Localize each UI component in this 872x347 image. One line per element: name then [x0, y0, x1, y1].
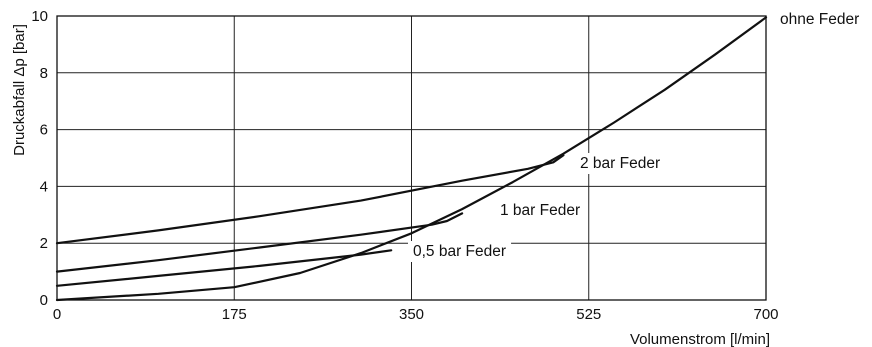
series-labels: ohne Feder 2 bar Feder 1 bar Feder 0,5 bar …: [413, 11, 859, 260]
y-tick-label: 0: [40, 292, 48, 309]
x-tick-label: 175: [222, 306, 247, 323]
series-label-3: 0,5 bar Feder: [413, 243, 506, 260]
x-tick-label: 525: [576, 306, 601, 323]
y-axis-label: Druckabfall Δp [bar]: [11, 24, 28, 156]
series-line-2: [55, 212, 464, 273]
series-label-0: ohne Feder: [780, 11, 859, 28]
series-line-0: [55, 16, 768, 302]
x-tick-label: 0: [53, 306, 61, 323]
series-line-3: [55, 249, 393, 287]
plot-frame: [56, 15, 767, 301]
series-label-mask: [408, 241, 512, 262]
x-axis-label: Volumenstrom [l/min]: [630, 331, 770, 347]
series-lines: [55, 16, 768, 302]
tick-labels: 0 175 350 525 700 0 2 4 6 8 10: [31, 8, 778, 323]
y-tick-label: 4: [40, 178, 48, 195]
series-label-1: 2 bar Feder: [580, 155, 660, 172]
series-label-mask: [495, 200, 586, 221]
series-label-mask: [575, 153, 666, 174]
series-label-2: 1 bar Feder: [500, 202, 580, 219]
y-tick-label: 10: [31, 8, 48, 25]
y-tick-label: 2: [40, 235, 48, 252]
grid: [57, 16, 766, 300]
x-tick-label: 350: [399, 306, 424, 323]
x-tick-label: 700: [753, 306, 778, 323]
y-tick-label: 8: [40, 65, 48, 82]
y-tick-label: 6: [40, 122, 48, 139]
series-line-1: [55, 154, 565, 245]
label-masks: [408, 153, 666, 262]
